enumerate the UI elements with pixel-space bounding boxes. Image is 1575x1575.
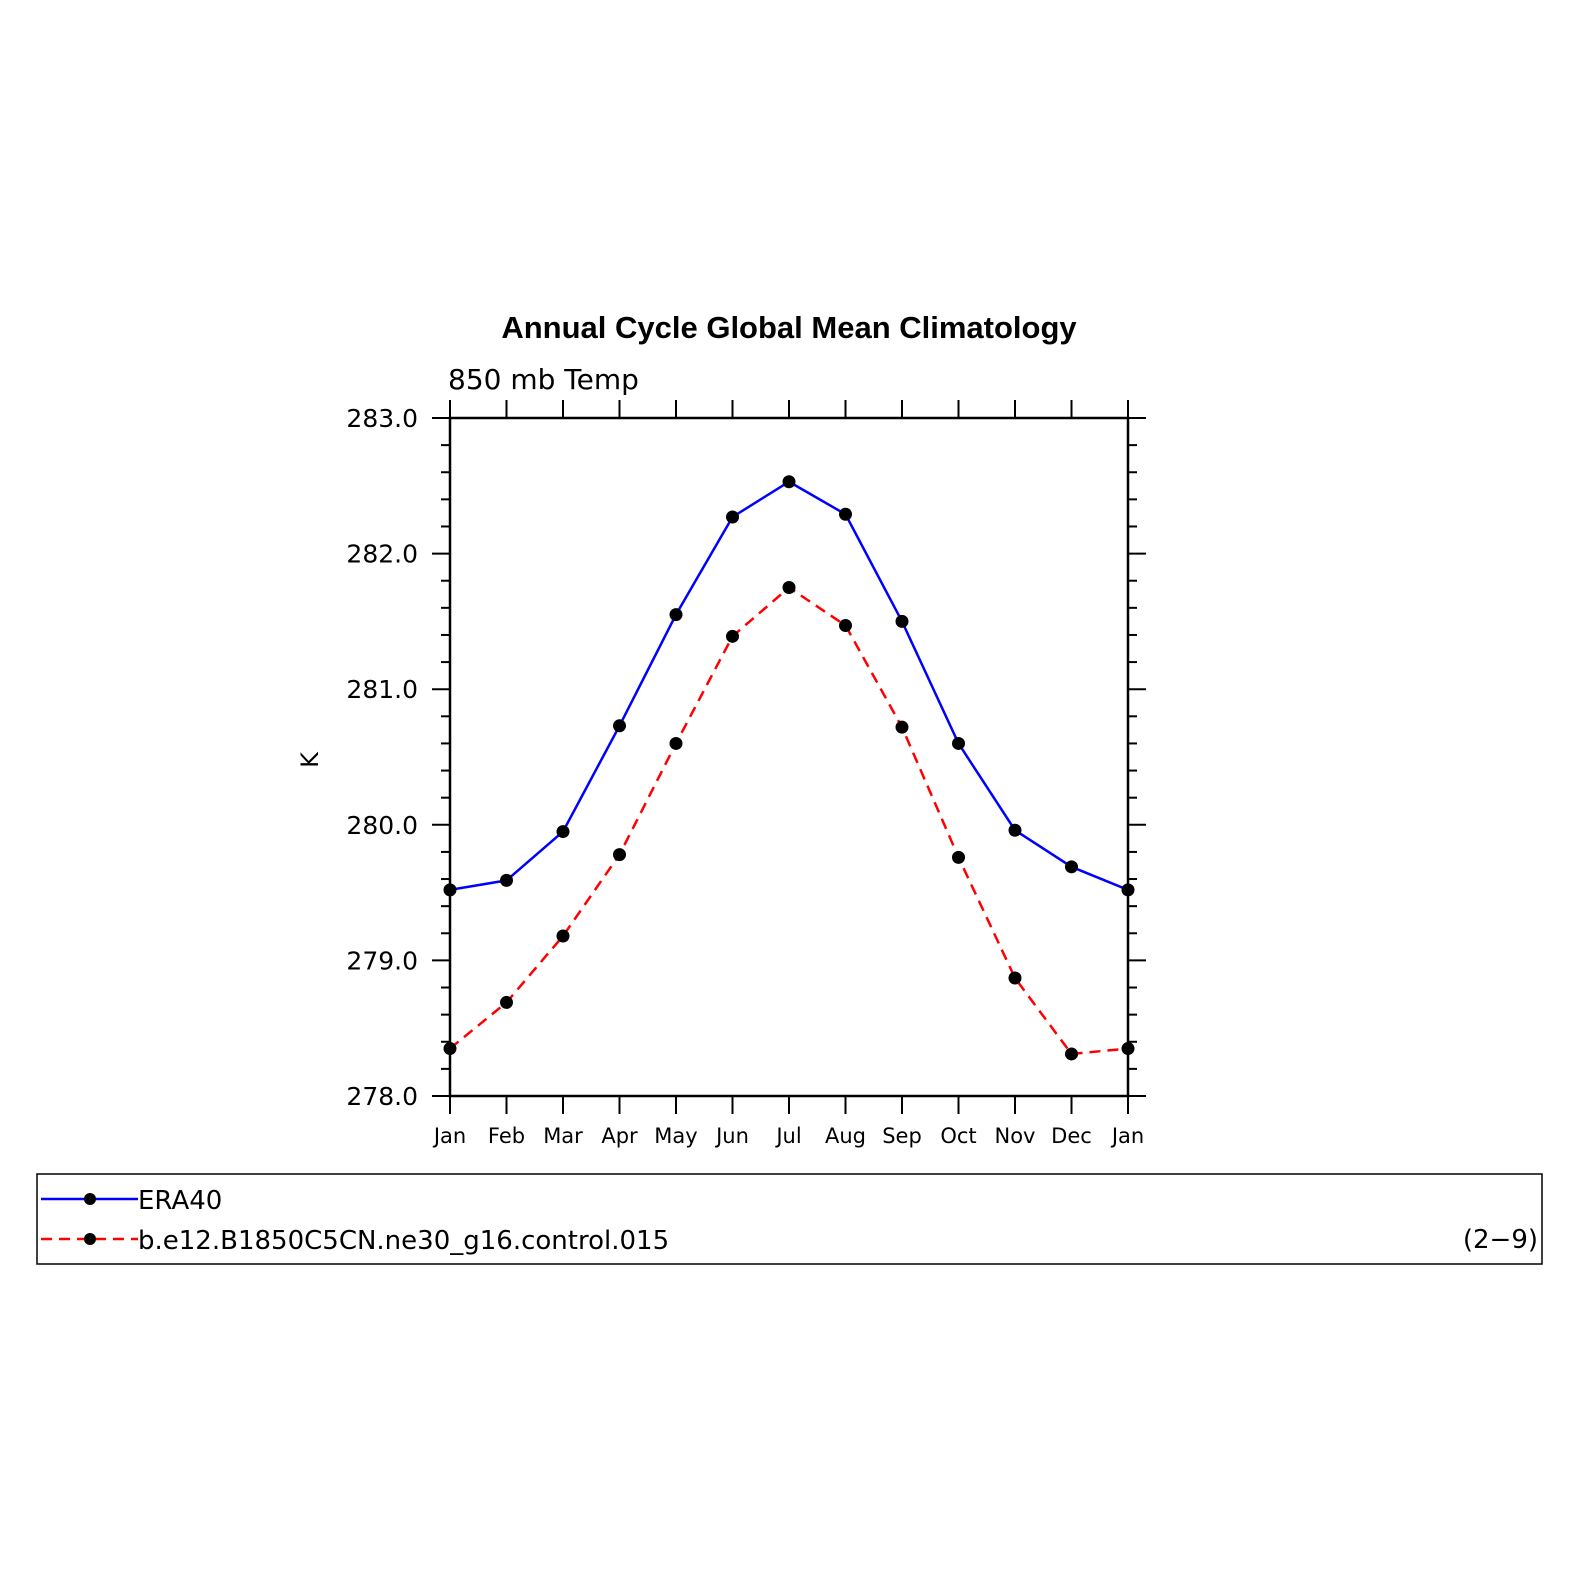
y-tick-label: 283.0 [346,404,418,433]
series-2-point [613,848,626,862]
series-line-1 [449,480,1129,892]
chart-title: Annual Cycle Global Mean Climatology [501,310,1077,345]
legend-label-2: b.e12.B1850C5CN.ne30_g16.control.015 [138,1226,669,1256]
series-2-point [669,736,683,750]
x-tick-label: Mar [543,1124,583,1148]
axis-ticks [432,400,1146,1114]
series-line-2 [449,585,1129,1056]
x-tick-label: Jan [432,1124,466,1148]
panel-annotation: (2−9) [1463,1225,1538,1255]
series-2-point [782,581,796,594]
series-1-point [556,825,570,839]
series-1-point [613,719,626,733]
series-1-point [1008,823,1022,837]
x-tick-label: Sep [882,1124,922,1148]
y-tick-label: 279.0 [346,946,418,975]
x-tick-label: Dec [1051,1124,1092,1148]
x-tick-label: May [654,1124,697,1148]
y-axis-label: K [296,751,324,768]
series-1-point [782,475,796,489]
series-1-point [1065,860,1078,874]
x-tick-label: Aug [825,1124,866,1148]
y-tick-label: 278.0 [346,1082,418,1111]
series-1-point [895,614,909,628]
y-tick-label: 282.0 [346,540,418,569]
y-tick-label: 281.0 [346,675,418,704]
legend-label-1: ERA40 [138,1186,222,1216]
legend-marker-1 [84,1193,96,1205]
x-tick-label: Nov [995,1124,1036,1148]
series-1-point [500,873,513,887]
series-2-point [1008,971,1022,985]
series-2-point [500,995,513,1009]
x-tick-label: Jun [714,1124,749,1148]
series-1-point [726,510,739,524]
series-2-point [952,850,965,864]
chart-subtitle: 850 mb Temp [448,363,639,396]
x-tick-label: Apr [601,1124,638,1148]
series-1-point [839,507,852,521]
plot-frame [448,416,1130,1098]
series-2-point [895,720,909,734]
series-1-point [669,608,683,622]
legend: ERA40 b.e12.B1850C5CN.ne30_g16.control.01… [36,1173,1543,1265]
y-tick-label: 280.0 [346,811,418,840]
legend-box [36,1173,1543,1265]
x-tick-label: Oct [940,1124,976,1148]
axis-tick-labels: 278.0 279.0 280.0 281.0 282.0 283.0 Jan Feb Mar A… [346,404,1144,1148]
x-tick-label: Jan [1110,1124,1144,1148]
legend-marker-2 [84,1233,96,1245]
series-2-point [556,929,570,943]
x-tick-label: Feb [488,1124,525,1148]
x-tick-label: Jul [774,1124,801,1148]
series-1-point [952,736,965,750]
series-2-point [726,629,739,643]
series-2-point [839,618,852,632]
series-layer [443,475,1135,1061]
series-2-point [1065,1047,1078,1061]
